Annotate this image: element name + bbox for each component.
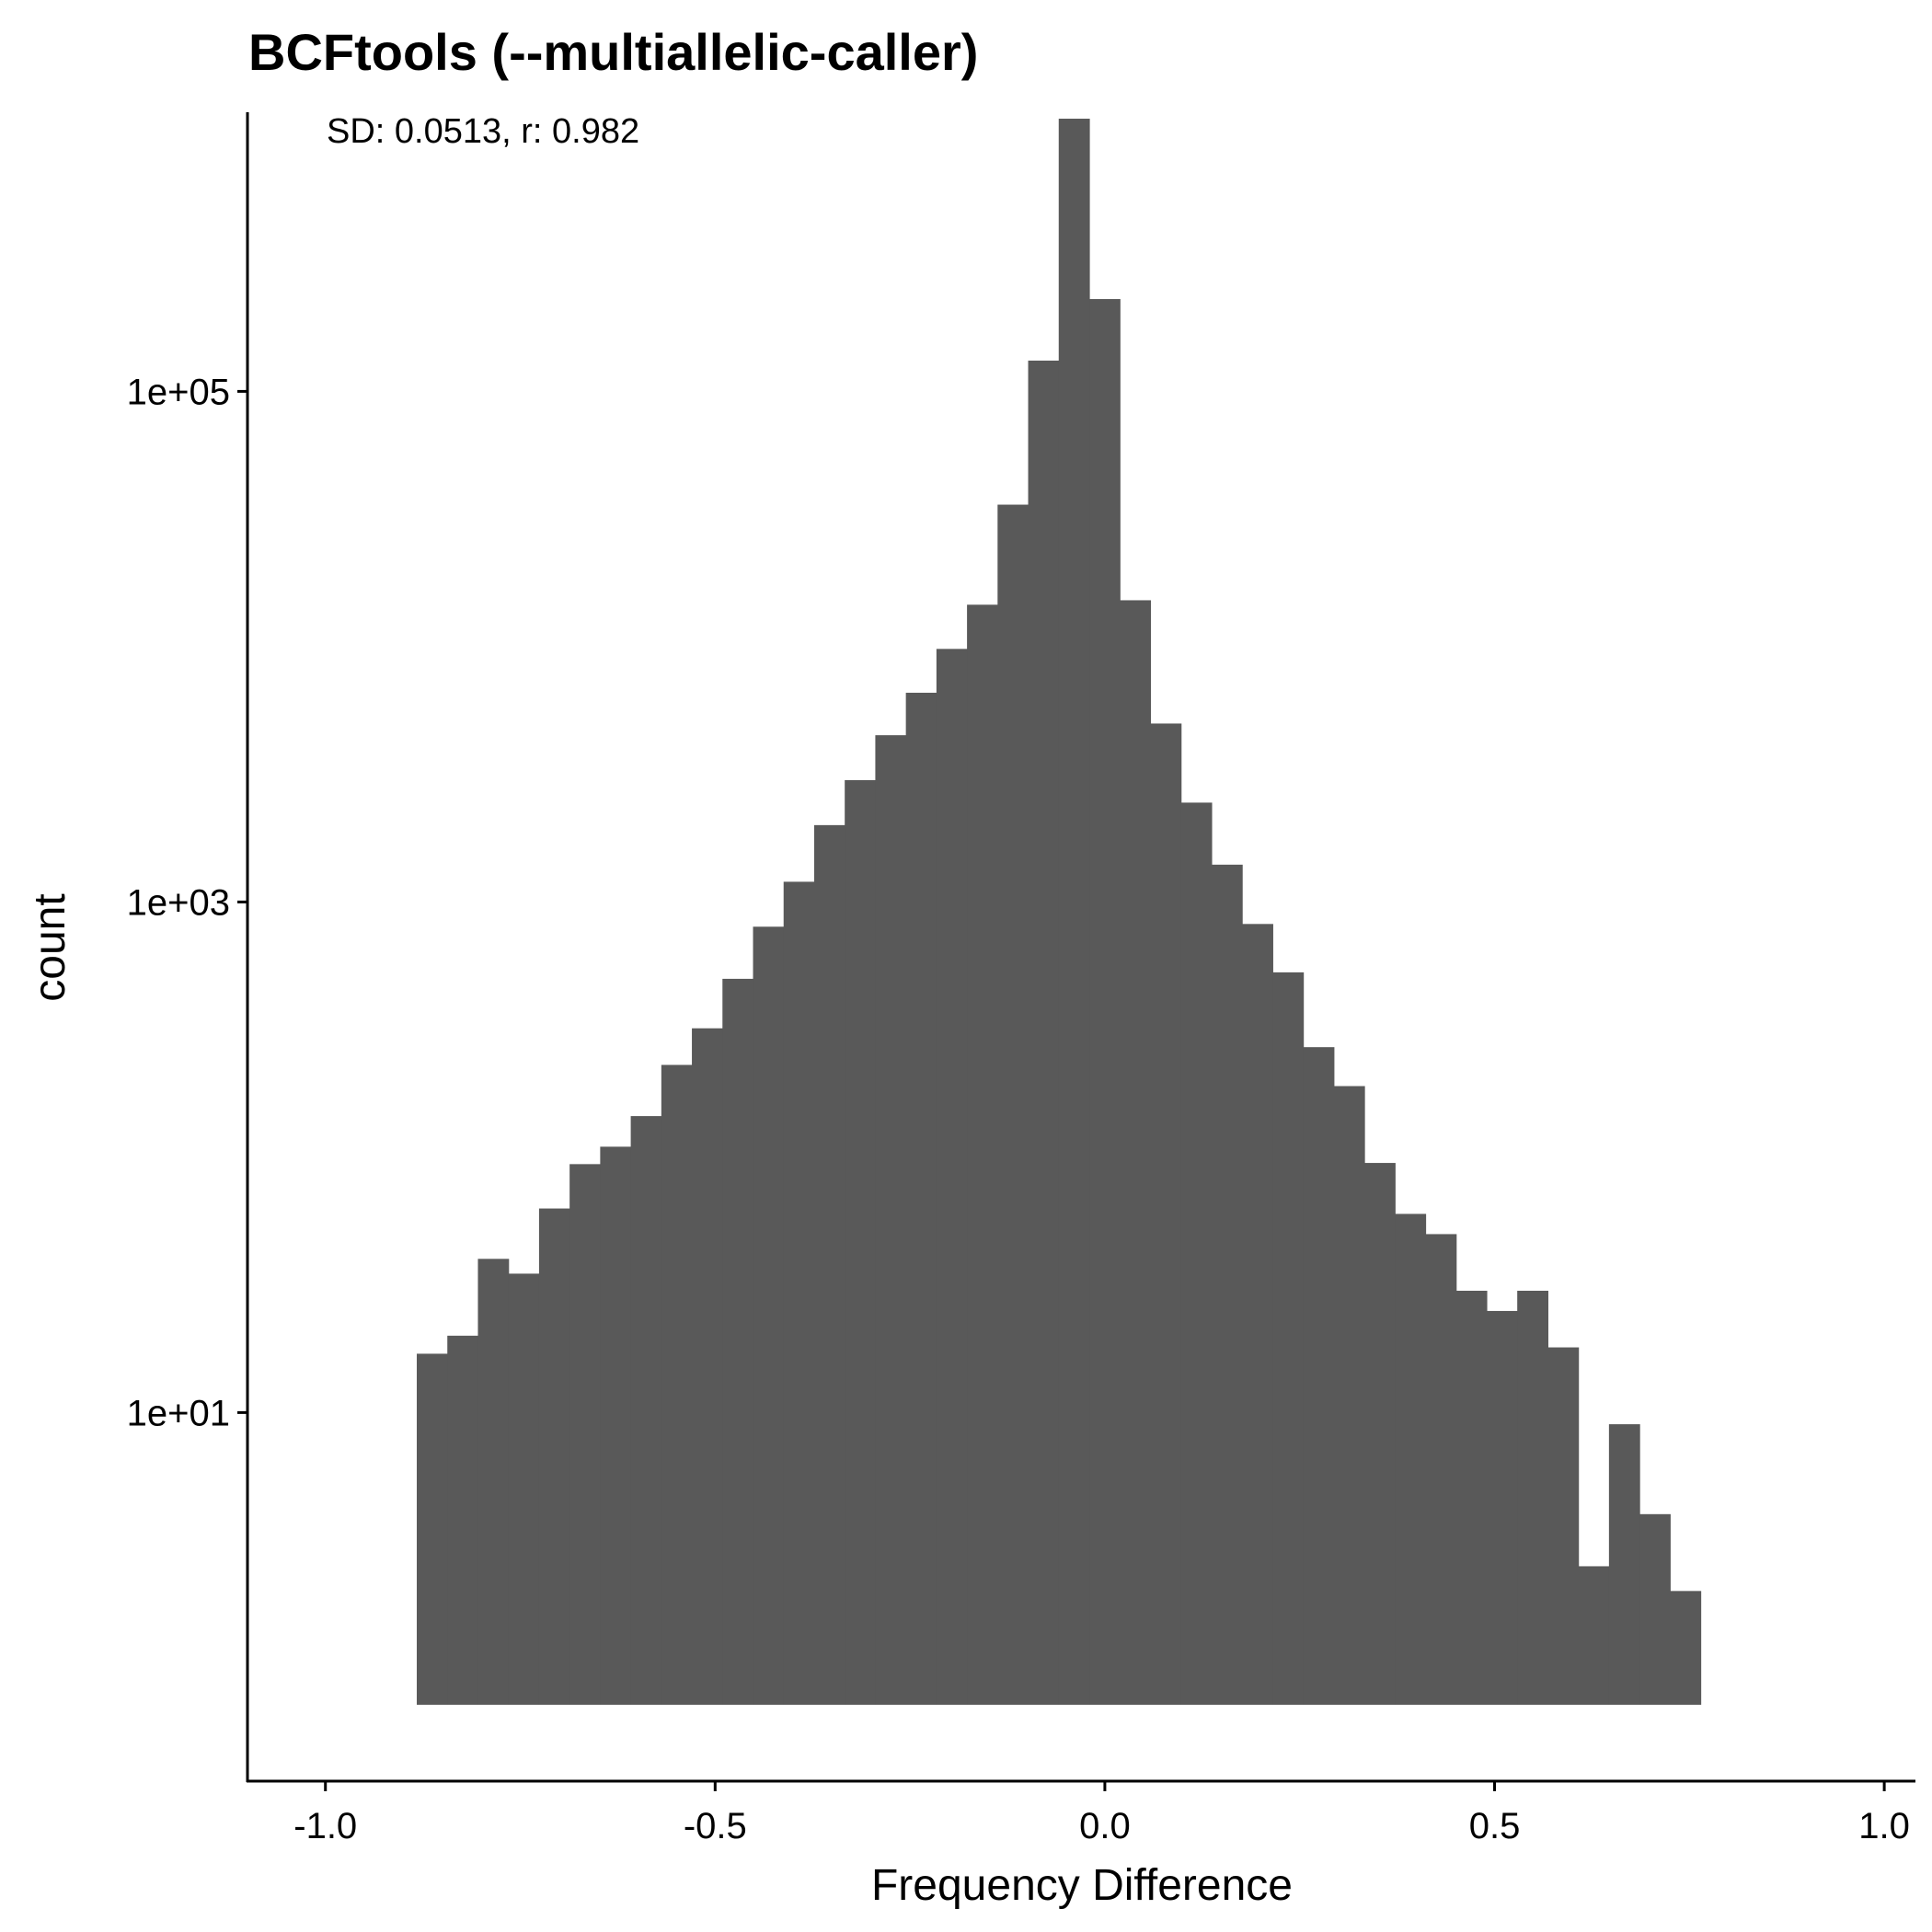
histogram-bar bbox=[905, 692, 937, 1705]
histogram-bar bbox=[1578, 1566, 1610, 1705]
x-tick-label: -1.0 bbox=[293, 1806, 357, 1846]
histogram-bar bbox=[508, 1273, 540, 1705]
histogram-bar bbox=[1333, 1086, 1365, 1705]
histogram-bar bbox=[692, 1028, 723, 1705]
histogram-bar bbox=[538, 1208, 570, 1705]
histogram-bar bbox=[1180, 802, 1213, 1705]
histogram-bar bbox=[1058, 119, 1090, 1705]
y-tick-label: 1e+03 bbox=[127, 882, 230, 923]
histogram-bar bbox=[875, 735, 907, 1705]
histogram-bar bbox=[1028, 360, 1060, 1706]
chart-title: BCFtools (--multiallelic-caller) bbox=[248, 23, 978, 81]
histogram-bar bbox=[1211, 864, 1243, 1705]
histogram-bars bbox=[417, 119, 1702, 1706]
histogram-bar bbox=[722, 978, 754, 1705]
x-tick-label: 0.0 bbox=[1079, 1806, 1131, 1846]
histogram-bar bbox=[630, 1116, 662, 1705]
histogram-bar bbox=[1364, 1163, 1396, 1705]
histogram-bar bbox=[1517, 1290, 1549, 1705]
histogram-bar bbox=[1303, 1047, 1335, 1705]
y-axis-ticks: 1e+01 1e+03 1e+05 bbox=[127, 372, 247, 1433]
y-tick-label: 1e+05 bbox=[127, 372, 230, 412]
x-tick-label: 0.5 bbox=[1469, 1806, 1521, 1846]
histogram-bar bbox=[600, 1146, 632, 1705]
histogram-bar bbox=[1486, 1310, 1518, 1705]
histogram-bar bbox=[1608, 1424, 1640, 1705]
x-tick-label: 1.0 bbox=[1858, 1806, 1910, 1846]
histogram-bar bbox=[1150, 723, 1182, 1706]
histogram-bar bbox=[1089, 299, 1121, 1705]
chart-annotation: SD: 0.0513, r: 0.982 bbox=[327, 112, 639, 151]
histogram-bar bbox=[1120, 600, 1152, 1706]
histogram-bar bbox=[417, 1353, 448, 1705]
histogram-bar bbox=[477, 1259, 510, 1705]
histogram-bar bbox=[783, 881, 815, 1705]
histogram-bar bbox=[813, 824, 845, 1705]
x-tick-label: -0.5 bbox=[684, 1806, 747, 1846]
histogram-bar bbox=[967, 604, 998, 1705]
histogram-bar bbox=[447, 1335, 479, 1705]
histogram-bar bbox=[1242, 924, 1273, 1705]
histogram-bar bbox=[997, 504, 1029, 1705]
histogram-bar bbox=[569, 1164, 601, 1705]
histogram-bar bbox=[1639, 1513, 1671, 1705]
histogram-bar bbox=[1670, 1591, 1702, 1705]
histogram-bar bbox=[1395, 1213, 1427, 1705]
x-axis-title: Frequency Difference bbox=[871, 1861, 1293, 1910]
x-axis-ticks: -1.0 -0.5 0.0 0.5 1.0 bbox=[293, 1781, 1910, 1846]
histogram-bar bbox=[1455, 1290, 1488, 1705]
y-axis-title: count bbox=[26, 893, 75, 1001]
histogram-bar bbox=[753, 926, 785, 1705]
histogram-bar bbox=[1425, 1234, 1457, 1705]
histogram-bar bbox=[1547, 1347, 1580, 1705]
histogram-bar bbox=[661, 1064, 693, 1705]
y-tick-label: 1e+01 bbox=[127, 1393, 230, 1433]
histogram-bar bbox=[1272, 972, 1305, 1705]
histogram-bar bbox=[845, 780, 877, 1705]
histogram-bar bbox=[936, 649, 968, 1705]
